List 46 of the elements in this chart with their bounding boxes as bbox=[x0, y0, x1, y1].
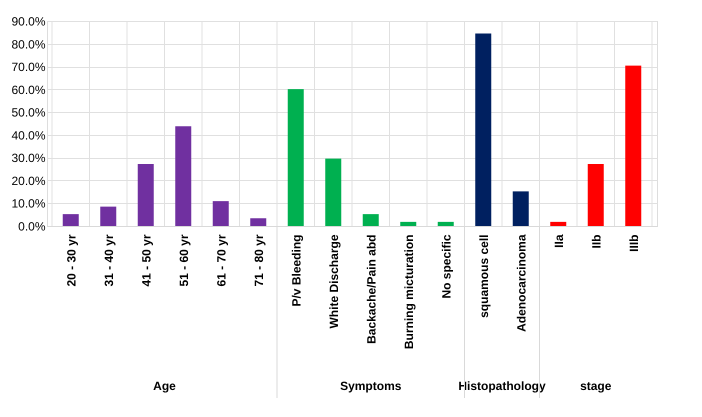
x-tick-label: White Discharge bbox=[326, 234, 341, 329]
x-tick-label: 61 - 70 yr bbox=[214, 234, 228, 287]
bar bbox=[362, 214, 379, 226]
y-tick-label: 10.0% bbox=[11, 196, 46, 211]
bar bbox=[512, 191, 529, 226]
x-tick-label: IIIb bbox=[626, 234, 641, 252]
y-tick-label: 30.0% bbox=[11, 151, 46, 166]
x-tick-label: squamous cell bbox=[476, 234, 491, 318]
bar bbox=[250, 218, 266, 226]
x-tick-label: P/v Bleeding bbox=[289, 234, 304, 307]
bar bbox=[100, 206, 116, 226]
bar bbox=[588, 164, 604, 226]
bar bbox=[62, 214, 79, 226]
bar bbox=[138, 164, 154, 226]
x-tick-label: 71 - 80 yr bbox=[252, 234, 266, 287]
y-tick-label: 70.0% bbox=[11, 60, 46, 74]
bar bbox=[212, 201, 229, 226]
bar bbox=[550, 222, 566, 226]
y-tick-label: 40.0% bbox=[11, 128, 46, 142]
text: Age bbox=[153, 379, 176, 393]
bar bbox=[288, 89, 304, 226]
bar bbox=[625, 66, 642, 226]
y-tick-label: 60.0% bbox=[11, 82, 46, 97]
y-tick-label: 0.0% bbox=[18, 220, 46, 234]
text: Symptoms bbox=[340, 379, 402, 393]
x-tick-label: 41 - 50 yr bbox=[139, 234, 154, 287]
bar bbox=[400, 222, 416, 226]
bar bbox=[325, 158, 342, 226]
text: Histopathology bbox=[458, 379, 546, 393]
bar bbox=[475, 34, 492, 226]
x-tick-label: No specific bbox=[439, 234, 454, 299]
x-tick-label: IIb bbox=[589, 234, 604, 248]
x-tick-label: 20 - 30 yr bbox=[64, 234, 78, 287]
y-tick-label: 20.0% bbox=[11, 174, 46, 188]
bar bbox=[175, 126, 192, 226]
y-tick-label: 50.0% bbox=[11, 106, 46, 120]
x-tick-label: IIa bbox=[552, 234, 566, 248]
x-tick-label: 31 - 40 yr bbox=[102, 234, 116, 287]
y-tick-label: 90.0% bbox=[11, 14, 46, 28]
text: stage bbox=[580, 379, 612, 393]
x-tick-label: Adenocarcinoma bbox=[514, 234, 528, 332]
x-tick-label: Burning micturation bbox=[402, 234, 416, 350]
x-tick-label: Backache/Pain abd bbox=[364, 234, 378, 344]
x-tick-label: 51 - 60 yr bbox=[176, 234, 191, 287]
y-tick-label: 80.0% bbox=[11, 37, 46, 52]
bar bbox=[438, 222, 454, 226]
